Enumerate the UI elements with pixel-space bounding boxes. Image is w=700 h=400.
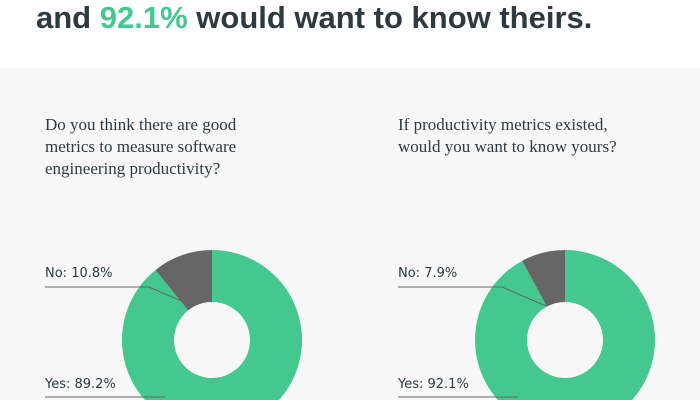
panel <box>0 68 700 400</box>
slice-label: Yes: 89.2% <box>44 377 116 392</box>
question: metrics to measure software <box>45 137 236 156</box>
slice-label: Yes: 92.1% <box>397 377 469 392</box>
headline: and 92.1% would want to know theirs. <box>36 0 592 35</box>
question: engineering productivity? <box>45 159 220 178</box>
question: would you want to know yours? <box>398 137 617 156</box>
slice-label: No: 10.8% <box>45 266 113 281</box>
donut-slice <box>122 250 302 400</box>
question: Do you think there are good <box>45 115 237 134</box>
slice-label: No: 7.9% <box>398 266 457 281</box>
question: If productivity metrics existed, <box>398 115 608 134</box>
headline-part: and <box>36 0 91 35</box>
leader-line <box>45 286 194 307</box>
headline-part: would want to know theirs. <box>195 0 592 35</box>
headline-highlight: 92.1% <box>100 0 188 35</box>
donut-slice <box>475 250 655 400</box>
donut-slice <box>155 250 212 311</box>
leader-line <box>398 286 547 307</box>
donut-slice <box>522 250 565 307</box>
